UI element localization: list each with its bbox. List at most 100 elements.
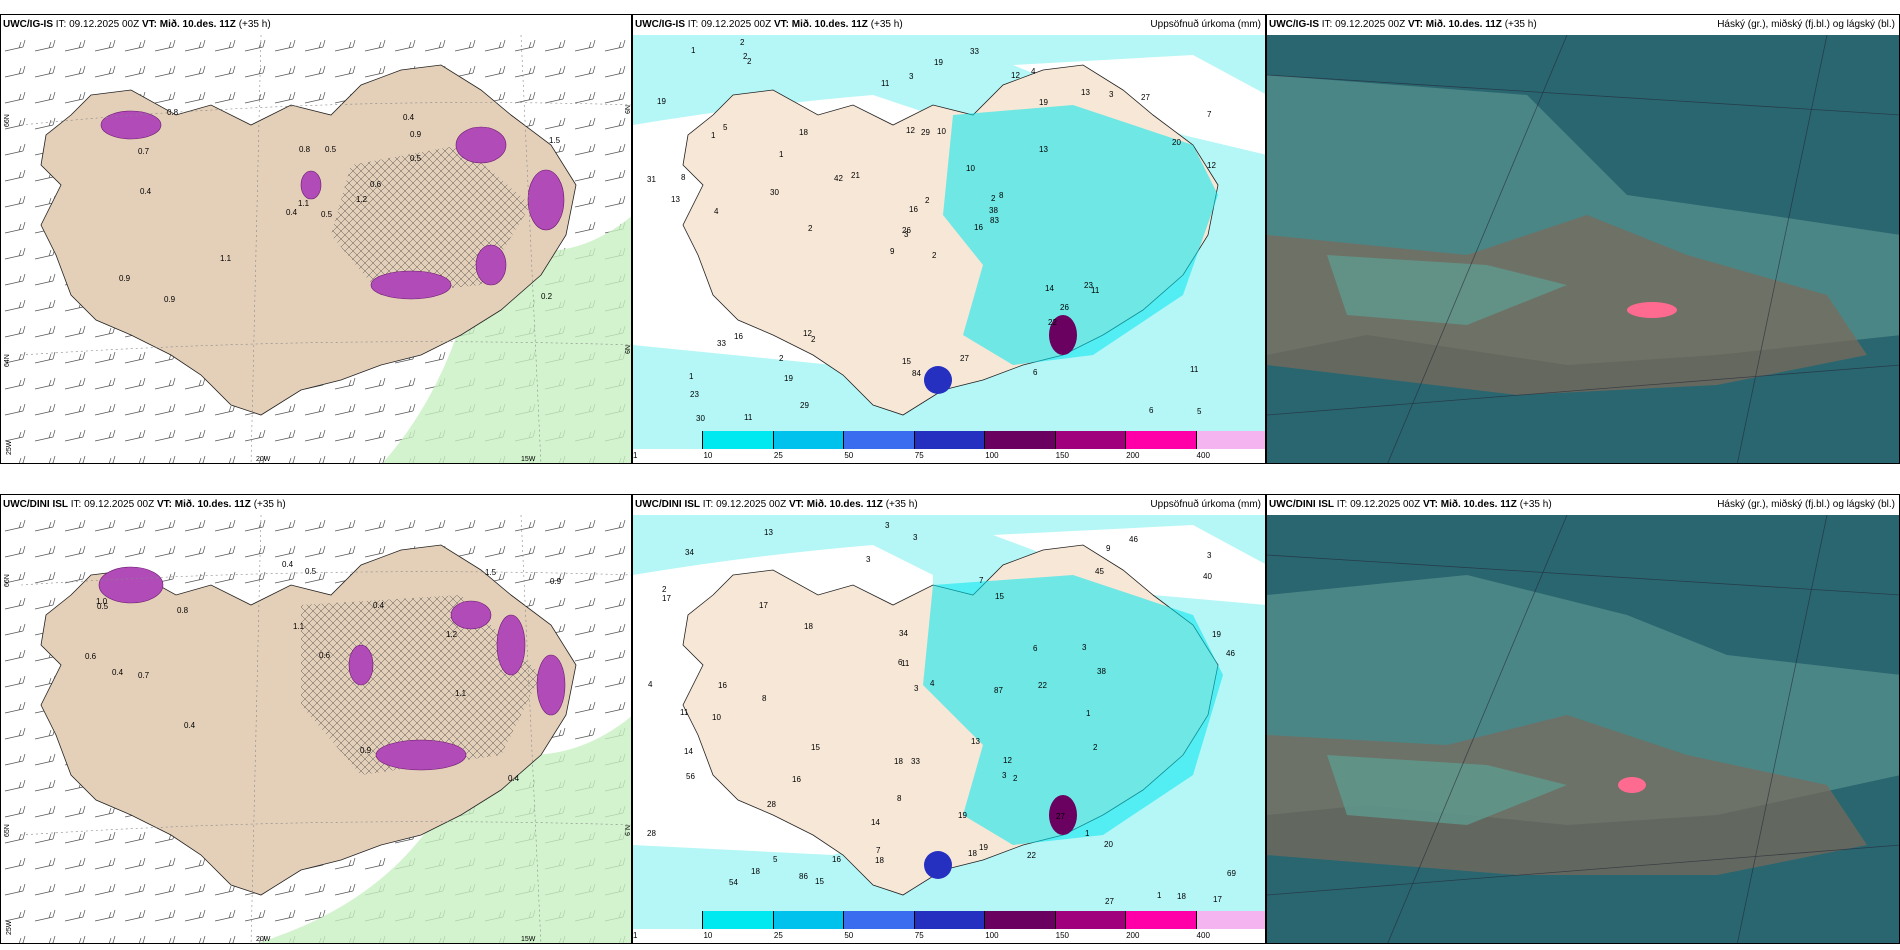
precip-value-label: 13 xyxy=(671,195,680,204)
precip-value-label: 2 xyxy=(811,335,816,344)
wind-value-label: 0.9 xyxy=(410,130,422,139)
lon-label-15W: 15W xyxy=(521,456,536,463)
colorbar-swatch xyxy=(1126,431,1197,449)
lat-label-64N: 64N xyxy=(4,354,11,367)
precip-value-label: 2 xyxy=(747,57,752,66)
precip-value-label: 11 xyxy=(1190,365,1199,374)
colorbar-swatch xyxy=(633,911,704,929)
colorbar-tick: 10 xyxy=(703,931,713,940)
colorbar-tick: 150 xyxy=(1055,931,1070,940)
precip-value-label: 15 xyxy=(811,743,820,752)
precip-value-label: 34 xyxy=(685,548,694,557)
precip-value-label: 3 xyxy=(1002,771,1007,780)
precip-cyan xyxy=(923,575,1223,845)
precip-labels: 4333211015344642317172819111382720401153… xyxy=(647,521,1236,906)
vt-value: Mið. 10.des. 11Z xyxy=(791,19,868,30)
precip-value-label: 34 xyxy=(899,629,908,638)
it-value: 09.12.2025 00Z xyxy=(84,499,155,510)
wind-value-label: 0.2 xyxy=(541,292,553,301)
vt-value: Mið. 10.des. 11Z xyxy=(159,19,236,30)
precip-value-label: 2 xyxy=(925,196,930,205)
precip-core xyxy=(1049,315,1077,355)
purple-cells xyxy=(100,110,565,300)
cloud-brown-area xyxy=(1267,215,1867,395)
precip-cyan xyxy=(943,105,1218,365)
precip-value-label: 28 xyxy=(767,800,776,809)
wind-value-label: 0.5 xyxy=(410,154,422,163)
graticule xyxy=(20,35,631,463)
precip-value-label: 2 xyxy=(779,354,784,363)
precip-value-label: 31 xyxy=(647,175,656,184)
precip-value-label: 8 xyxy=(999,191,1004,200)
precip-value-label: 13 xyxy=(1039,145,1048,154)
colorbar-tick: 100 xyxy=(985,931,999,940)
lead-time: (+35 h) xyxy=(1519,499,1552,510)
wind-value-label: 1.1 xyxy=(455,689,467,698)
colorbar-tick: 25 xyxy=(773,451,783,460)
precip-value-label: 7 xyxy=(1207,110,1212,119)
precip-value-label: 15 xyxy=(902,357,911,366)
precip-value-label: 84 xyxy=(912,369,921,378)
lon-label-20W: 20W xyxy=(256,936,271,943)
cloud-title: Háský (gr.), miðský (fj.bl.) og lágský (… xyxy=(1717,499,1895,510)
colorbar-swatch xyxy=(1126,911,1197,929)
wind-value-label: 0.5 xyxy=(305,567,317,576)
panel-header: UWC/IG-IS IT: 09.12.2025 00Z VT: Mið. 10… xyxy=(1269,19,1537,30)
precip-value-label: 19 xyxy=(657,97,666,106)
colorbar-swatch xyxy=(1055,911,1127,929)
precip-labels: 2131224101916254791311121016212319298115… xyxy=(647,38,1216,423)
precip-value-label: 69 xyxy=(1227,869,1236,878)
wind-value-label: 0.8 xyxy=(167,108,179,117)
it-value: 09.12.2025 00Z xyxy=(1350,499,1421,510)
precip-value-label: 10 xyxy=(712,713,721,722)
purple-cells xyxy=(98,566,566,771)
precip-value-label: 1 xyxy=(691,46,696,55)
wind-value-label: 1.5 xyxy=(485,568,497,577)
precip-value-label: 18 xyxy=(894,757,903,766)
wind-map: 0.6 0.5 1.2 0.9 1.0 0.4 0.7 0.4 1.1 1.5 0.6 1.1 0.4 0… xyxy=(1,515,631,943)
vt-value: Mið. 10.des. 11Z xyxy=(806,499,883,510)
precip-value-label: 3 xyxy=(913,533,918,542)
precip-value-label: 3 xyxy=(904,230,909,239)
precip-value-label: 22 xyxy=(1027,851,1036,860)
precip-value-label: 6 xyxy=(1033,368,1038,377)
precip-value-label: 12 xyxy=(1207,161,1216,170)
precip-value-label: 1 xyxy=(689,372,694,381)
it-value: 09.12.2025 00Z xyxy=(701,19,772,30)
lon-label-15W: 15W xyxy=(521,936,536,943)
model-name: UWC/DINI ISL xyxy=(1269,499,1334,510)
colorbar-tick: 200 xyxy=(1126,931,1140,940)
precip-value-label: 33 xyxy=(717,339,726,348)
colorbar-swatch xyxy=(844,911,915,929)
precip-value-label: 1 xyxy=(1157,891,1162,900)
vt-label: VT: xyxy=(1407,19,1423,30)
panel-cloud-row2: UWC/DINI ISL IT: 09.12.2025 00Z VT: Mið.… xyxy=(1266,494,1900,944)
cloud-low-area xyxy=(1327,255,1567,325)
precip-value-label: 33 xyxy=(970,47,979,56)
precip-value-label: 3 xyxy=(885,521,890,530)
precip-value-label: 46 xyxy=(1226,649,1235,658)
panel-cloud-row1: UWC/IG-IS IT: 09.12.2025 00Z VT: Mið. 10… xyxy=(1266,14,1900,464)
cloud-graticule xyxy=(1267,35,1899,463)
precip-value-label: 11 xyxy=(881,79,890,88)
precip-map: 4333211015344642317172819111382720401153… xyxy=(633,515,1265,913)
precip-value-label: 38 xyxy=(989,206,998,215)
colorbar-tick: 100 xyxy=(985,451,999,460)
precip-core-2 xyxy=(924,851,952,879)
precip-value-label: 4 xyxy=(1031,67,1036,76)
precip-value-label: 19 xyxy=(1212,630,1221,639)
colorbar-swatch xyxy=(773,911,845,929)
wind-value-label: 0.4 xyxy=(373,601,385,610)
it-label: IT: xyxy=(1321,19,1333,30)
precip-value-label: 14 xyxy=(871,818,880,827)
wind-value-label: 0.8 xyxy=(177,606,189,615)
colorbar-swatch xyxy=(1196,431,1265,449)
wind-value-label: 0.5 xyxy=(97,602,109,611)
wind-value-label: 0.7 xyxy=(138,671,150,680)
panel-header: UWC/IG-IS IT: 09.12.2025 00Z VT: Mið. 10… xyxy=(3,19,271,30)
precip-value-label: 42 xyxy=(834,174,843,183)
precip-value-label: 23 xyxy=(690,390,699,399)
colorbar-tick: 200 xyxy=(1126,451,1140,460)
precip-value-label: 11 xyxy=(744,413,753,422)
precip-value-label: 14 xyxy=(1045,284,1054,293)
